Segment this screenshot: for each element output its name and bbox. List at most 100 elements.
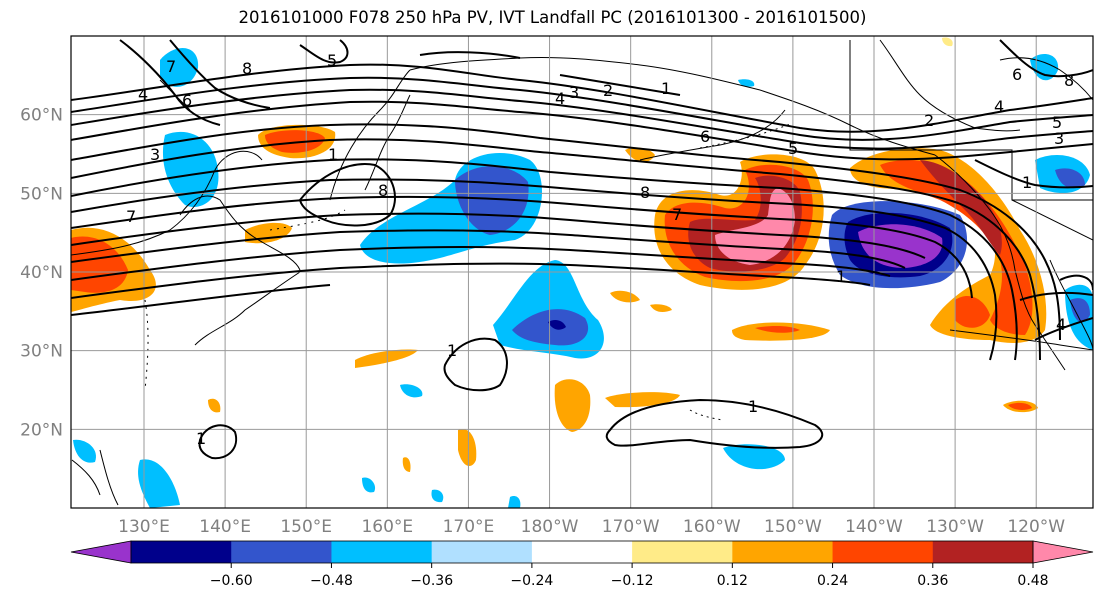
shade-pos (650, 304, 672, 313)
contour-label: 1 (196, 429, 206, 448)
contour-label: 6 (1012, 65, 1022, 84)
border (849, 40, 1093, 201)
shade-neg (431, 489, 444, 503)
pv-contour (71, 262, 871, 299)
colorbar-cell (832, 541, 934, 563)
lat-tick-labels: 60°N 50°N 40°N 30°N 20°N (20, 106, 63, 441)
border (1011, 199, 1093, 241)
colorbar-tick-label: 0.24 (817, 573, 848, 589)
colorbar-cell (231, 541, 332, 563)
shade-neg (738, 79, 755, 87)
figure-title: 2016101000 F078 250 hPa PV, IVT Landfall… (238, 8, 867, 27)
contour-label: 2 (603, 81, 613, 100)
shade-neg (723, 444, 785, 470)
pv-contour (71, 178, 998, 361)
colorbar-cell (531, 541, 633, 563)
coastline (364, 94, 411, 191)
lon-tick-label: 130°W (926, 517, 984, 537)
contour-label: 8 (378, 181, 388, 200)
contour-label: 6 (700, 127, 710, 146)
shade-pos (1008, 402, 1032, 410)
lon-tick-label: 160°E (361, 517, 413, 537)
pv-contour (71, 195, 973, 299)
colorbar-tick-label: −0.48 (310, 573, 353, 589)
contour-label: 1 (748, 397, 758, 416)
pv-contour (71, 63, 1093, 133)
shade-neg (162, 131, 219, 207)
contour-label: 3 (150, 145, 160, 164)
shade-neg (400, 384, 423, 398)
colorbar-border (130, 540, 1034, 564)
contour-labels: 7 8 4 6 3 7 5 1 8 4 3 2 1 6 8 7 5 1 2 4 … (126, 51, 1074, 448)
shade-neg (1055, 168, 1085, 189)
shade-pos (402, 457, 411, 472)
pv-contour (71, 88, 1093, 150)
shade-neg (138, 459, 180, 508)
contour-label: 5 (1052, 113, 1062, 132)
contour-label: 7 (126, 207, 136, 226)
coastline (639, 109, 786, 161)
lat-tick-label: 40°N (20, 263, 63, 283)
lon-tick-label: 170°E (443, 517, 495, 537)
lat-tick-label: 20°N (20, 420, 63, 440)
colorbar-tick-label: 0.12 (717, 573, 748, 589)
contour-label: 5 (327, 51, 337, 70)
pv-contour (1019, 291, 1093, 301)
lon-tick-labels: 130°E 140°E 150°E 160°E 170°E 180°W 170°W 160°W… (118, 517, 1065, 537)
shade-pos (755, 325, 800, 333)
pv-contour (198, 424, 238, 460)
shade-neg (512, 309, 589, 346)
pv-contour (71, 100, 1093, 161)
pv-contour (71, 284, 331, 316)
colorbar-extend-low (70, 540, 132, 564)
shade-pos (265, 130, 325, 153)
lat-tick-label: 50°N (20, 184, 63, 204)
pv-contour (605, 398, 824, 449)
contour-label: 4 (994, 97, 1004, 116)
pv-contour (71, 76, 1093, 141)
pv-contour (71, 229, 906, 269)
coastline (194, 271, 301, 346)
lat-tick-label: 30°N (20, 342, 63, 362)
colorbar-cell (632, 541, 733, 563)
pv-contour (71, 246, 891, 281)
coastline (71, 459, 101, 496)
pv-contour (298, 163, 396, 227)
pv-contour (559, 74, 681, 96)
shade-neg (1070, 298, 1090, 323)
pv-contour (169, 39, 271, 109)
lon-tick-label: 130°E (118, 517, 170, 537)
coastline (934, 154, 1016, 271)
colorbar-cell (131, 541, 232, 563)
shade-neg (508, 496, 521, 508)
contour-label: 4 (138, 85, 148, 104)
coastline (999, 57, 1093, 101)
pv-contour (419, 51, 521, 59)
contour-label: 4 (555, 89, 565, 108)
contour-label: 6 (182, 91, 192, 110)
colorbar-tick-label: −0.36 (410, 573, 453, 589)
contour-label: 1 (661, 79, 671, 98)
shade-neg (362, 477, 376, 493)
contour-label: 1 (836, 267, 846, 286)
lat-tick-label: 60°N (20, 106, 63, 126)
contour-label: 7 (672, 205, 682, 224)
contour-label: 3 (1054, 129, 1064, 148)
coastline (71, 150, 263, 256)
pv-contour (1034, 317, 1093, 341)
shade-pos (355, 349, 418, 368)
contour-label: 3 (569, 83, 579, 102)
colorbar-tick-label: −0.24 (510, 573, 553, 589)
pv-contours (71, 39, 1093, 460)
contour-label: 7 (166, 57, 176, 76)
pv-contour (299, 39, 349, 64)
map-frame (70, 35, 1094, 509)
shade-pos (850, 148, 1047, 343)
lon-tick-label: 160°W (683, 517, 741, 537)
pv-contour (71, 212, 926, 259)
colorbar-cell (732, 541, 834, 563)
border (949, 329, 1093, 351)
lon-tick-label: 180°W (521, 517, 579, 537)
colorbar-tick-label: −0.12 (611, 573, 654, 589)
